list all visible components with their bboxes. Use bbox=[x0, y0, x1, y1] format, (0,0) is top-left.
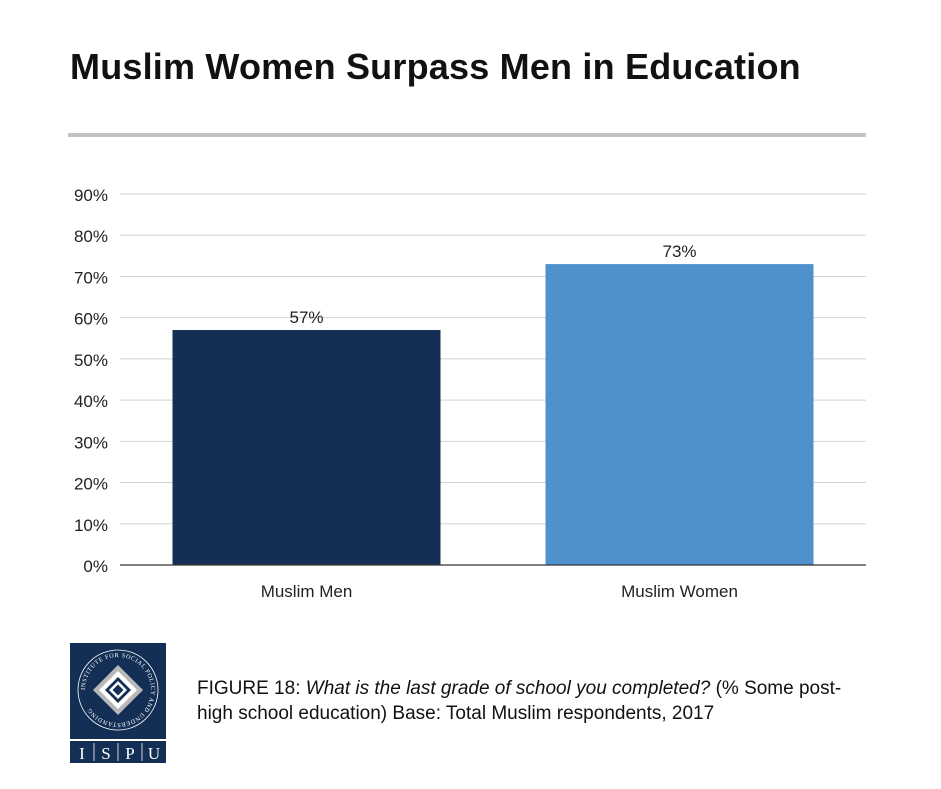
y-tick-label: 50% bbox=[74, 351, 108, 370]
figure-question: What is the last grade of school you com… bbox=[305, 678, 711, 699]
y-tick-label: 0% bbox=[83, 557, 108, 576]
bar bbox=[545, 264, 814, 565]
y-tick-label: 90% bbox=[74, 186, 108, 205]
data-label: 57% bbox=[289, 308, 323, 327]
bar bbox=[172, 330, 441, 565]
title-divider bbox=[68, 133, 866, 137]
chart-title: Muslim Women Surpass Men in Education bbox=[70, 46, 801, 87]
ispu-logo-icon: INSTITUTE FOR SOCIAL POLICY AND UNDERSTA… bbox=[70, 643, 166, 763]
bar-chart: 0% 10% 20% 30% 40% 50% 60% 70% 80% 90% 57% Muslim M… bbox=[74, 186, 866, 601]
x-category-label: Muslim Men bbox=[261, 582, 353, 601]
y-tick-label: 30% bbox=[74, 433, 108, 452]
y-tick-label: 20% bbox=[74, 475, 108, 494]
logo-letter-p: P bbox=[125, 744, 134, 763]
logo-letter-i: I bbox=[79, 744, 85, 763]
y-tick-label: 80% bbox=[74, 227, 108, 246]
x-category-label: Muslim Women bbox=[621, 582, 738, 601]
figure-label: FIGURE 18 bbox=[197, 678, 296, 699]
y-tick-label: 60% bbox=[74, 310, 108, 329]
figure-caption: FIGURE 18: What is the last grade of sch… bbox=[197, 678, 842, 724]
data-label: 73% bbox=[662, 242, 696, 261]
y-tick-label: 40% bbox=[74, 392, 108, 411]
y-tick-label: 10% bbox=[74, 516, 108, 535]
logo-letter-u: U bbox=[148, 744, 160, 763]
y-tick-label: 70% bbox=[74, 268, 108, 287]
figure-details: (% Some post-high school education) Base… bbox=[197, 678, 842, 724]
logo-letter-s: S bbox=[101, 744, 110, 763]
